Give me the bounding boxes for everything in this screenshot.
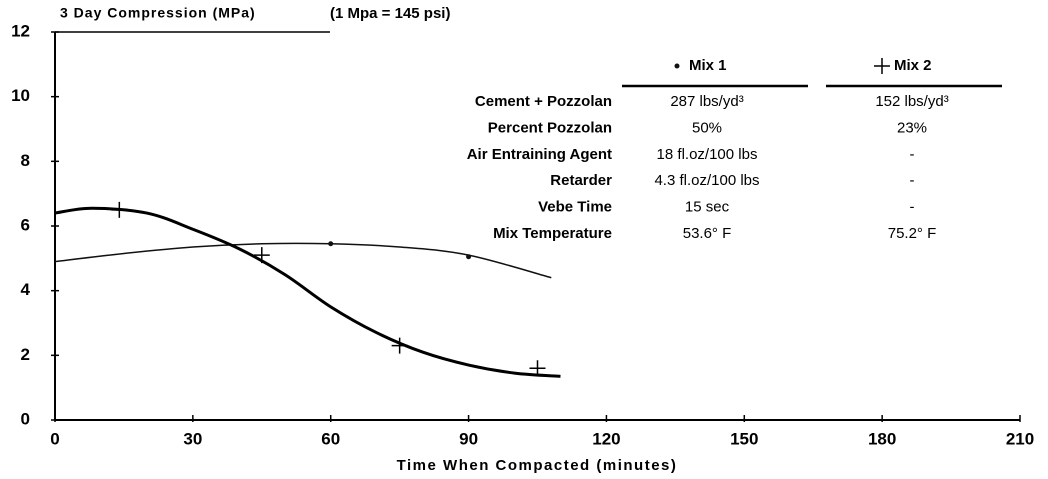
cell: 75.2° F bbox=[888, 225, 937, 242]
chart-subtitle: (1 Mpa = 145 psi) bbox=[330, 5, 450, 22]
cell: 15 sec bbox=[685, 199, 730, 216]
x-tick-label: 210 bbox=[1006, 429, 1034, 448]
x-axis-label: Time When Compacted (minutes) bbox=[397, 457, 678, 474]
x-tick-label: 180 bbox=[868, 429, 896, 448]
x-tick-label: 0 bbox=[50, 429, 59, 448]
cell: 287 lbs/yd³ bbox=[670, 93, 743, 110]
data-point bbox=[529, 360, 546, 377]
y-tick-label: 12 bbox=[11, 21, 30, 40]
y-tick-label: 8 bbox=[21, 151, 30, 170]
row-label: Mix Temperature bbox=[493, 225, 612, 242]
series-line bbox=[54, 206, 561, 378]
cell: - bbox=[910, 146, 915, 163]
data-point bbox=[328, 241, 334, 247]
x-tick-label: 150 bbox=[730, 429, 758, 448]
row-label: Percent Pozzolan bbox=[488, 119, 612, 136]
data-point bbox=[391, 337, 408, 354]
x-tick-label: 60 bbox=[321, 429, 340, 448]
y-tick-label: 10 bbox=[11, 86, 30, 105]
row-label: Cement + Pozzolan bbox=[475, 93, 612, 110]
series-line bbox=[54, 242, 552, 279]
x-tick-label: 120 bbox=[592, 429, 620, 448]
y-tick-label: 0 bbox=[21, 409, 30, 428]
x-tick-label: 90 bbox=[459, 429, 478, 448]
cell: 4.3 fl.oz/100 lbs bbox=[654, 172, 759, 189]
cell: 50% bbox=[692, 119, 722, 136]
data-point bbox=[111, 201, 128, 218]
x-tick-label: 30 bbox=[183, 429, 202, 448]
data-point bbox=[466, 254, 472, 260]
legend-label: Mix 2 bbox=[894, 57, 932, 74]
legend-marker bbox=[874, 58, 890, 74]
row-label: Vebe Time bbox=[538, 199, 612, 216]
data-point bbox=[253, 247, 270, 264]
chart-title: 3 Day Compression (MPa) bbox=[60, 5, 256, 21]
legend-label: Mix 1 bbox=[689, 57, 727, 74]
y-tick-label: 2 bbox=[21, 345, 30, 364]
y-tick-label: 4 bbox=[21, 280, 31, 299]
cell: 18 fl.oz/100 lbs bbox=[657, 146, 758, 163]
cell: 152 lbs/yd³ bbox=[875, 93, 948, 110]
y-tick-label: 6 bbox=[21, 215, 30, 234]
row-label: Retarder bbox=[550, 172, 612, 189]
cell: - bbox=[910, 172, 915, 189]
cell: 53.6° F bbox=[683, 225, 732, 242]
row-label: Air Entraining Agent bbox=[467, 146, 612, 163]
legend-marker bbox=[674, 63, 680, 69]
cell: - bbox=[910, 199, 915, 216]
cell: 23% bbox=[897, 119, 927, 136]
